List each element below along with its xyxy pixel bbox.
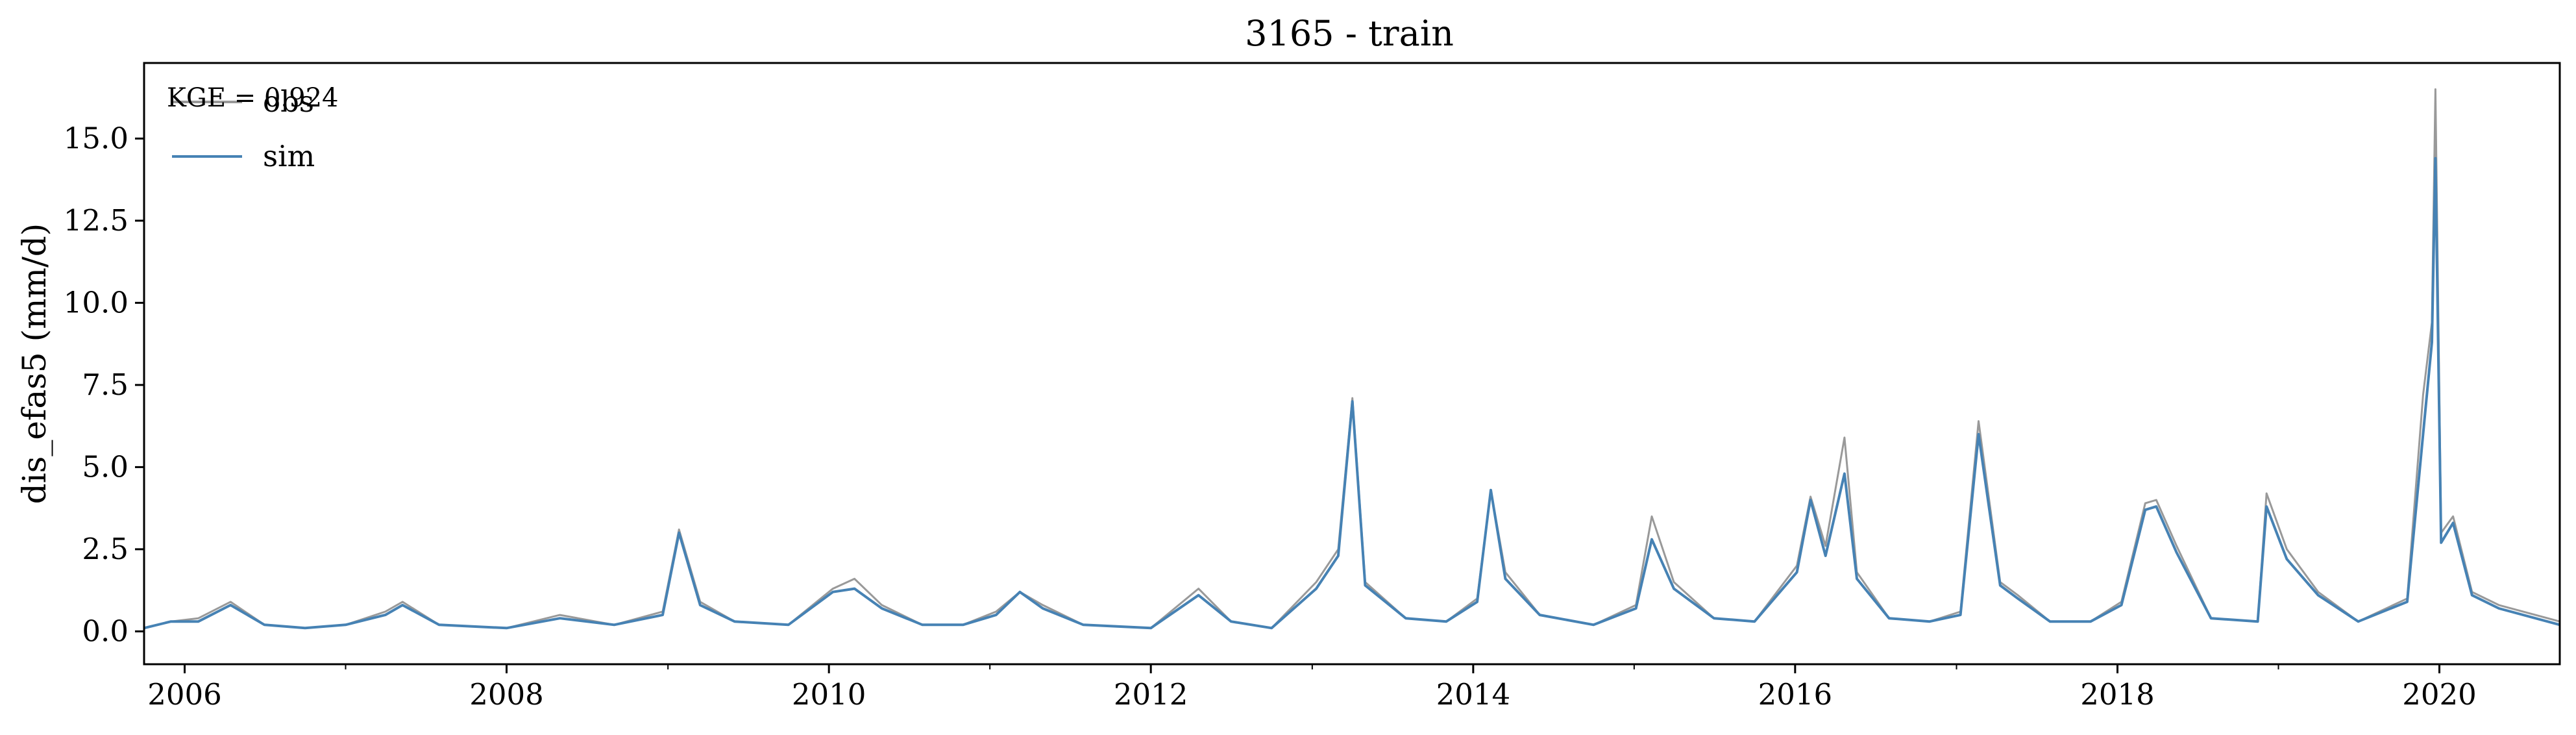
kge-annotation: KGE = 0.924 xyxy=(167,83,339,113)
y-tick-label: 0.0 xyxy=(82,614,129,648)
x-tick-label: 2016 xyxy=(1758,677,1833,712)
x-tick-label: 2018 xyxy=(2080,677,2155,712)
axes-frame xyxy=(143,62,2561,666)
x-tick-label: 2014 xyxy=(1436,677,1511,712)
y-tick-label: 2.5 xyxy=(82,532,129,566)
x-tick-label: 2006 xyxy=(147,677,222,712)
y-axis-label: dis_efas5 (mm/d) xyxy=(16,223,53,505)
series-group xyxy=(143,88,2560,630)
y-tick-label: 5.0 xyxy=(82,449,129,484)
legend: obs sim xyxy=(172,84,315,173)
y-axis: 0.0 2.5 5.0 7.5 10.0 12.5 15.0 xyxy=(64,121,144,648)
y-tick-label: 15.0 xyxy=(64,121,129,155)
x-tick-label: 2012 xyxy=(1114,677,1188,712)
x-tick-label: 2020 xyxy=(2402,677,2477,712)
chart-title: 3165 - train xyxy=(1245,13,1454,54)
y-tick-label: 12.5 xyxy=(64,203,129,238)
x-axis: 2006 2008 2010 2012 2014 2016 2018 2020 xyxy=(147,664,2477,712)
y-tick-label: 7.5 xyxy=(82,368,129,402)
series-line-sim xyxy=(143,156,2560,630)
x-tick-label: 2010 xyxy=(792,677,866,712)
y-tick-label: 10.0 xyxy=(64,285,129,319)
legend-sim-label: sim xyxy=(263,139,315,173)
legend-obs-label: obs xyxy=(263,84,314,119)
x-tick-label: 2008 xyxy=(469,677,544,712)
